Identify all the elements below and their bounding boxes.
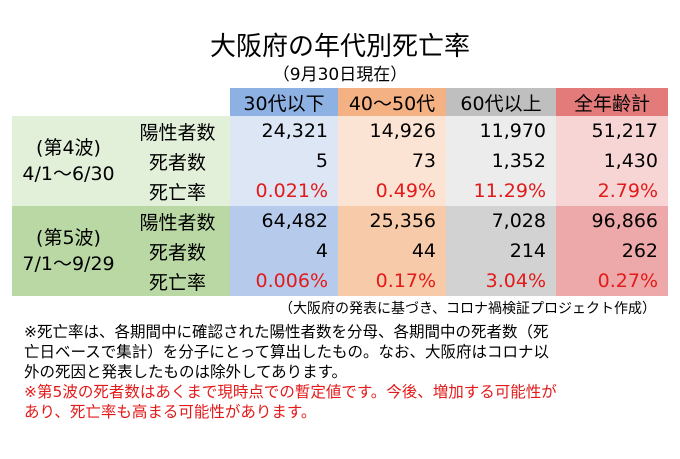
group-label-line: (第5波) xyxy=(36,227,101,249)
row-label: 陽性者数 xyxy=(125,116,230,146)
note-line: あり、死亡率も高まる可能性があります。 xyxy=(24,403,317,421)
column-header: 30代以下 xyxy=(230,88,338,116)
table-cell: 25,356 xyxy=(338,206,446,236)
table-cell: 14,926 xyxy=(338,116,446,146)
table-cell: 0.021% xyxy=(230,176,338,206)
table-cell: 0.27% xyxy=(556,266,668,296)
table-cell: 64,482 xyxy=(230,206,338,236)
group-label-line: (第4波) xyxy=(36,137,101,159)
source-note: （大阪府の発表に基づき、コロナ禍検証プロジェクト作成） xyxy=(278,301,656,317)
row-label: 死亡率 xyxy=(125,266,230,296)
group-label-line: 7/1～9/29 xyxy=(22,253,115,275)
table-cell: 44 xyxy=(338,236,446,266)
table-cell: 5 xyxy=(230,146,338,176)
table-cell: 96,866 xyxy=(556,206,668,236)
column-header: 40～50代 xyxy=(338,88,446,116)
note-line: 亡日ベースで集計）を分子にとって算出したもの。なお、大阪府はコロナ以 xyxy=(24,343,549,361)
table-cell: 4 xyxy=(230,236,338,266)
group-label: (第5波) 7/1～9/29 xyxy=(12,206,125,296)
table-cell: 0.006% xyxy=(230,266,338,296)
note-line: ※第5波の死者数はあくまで現時点での暫定値です。今後、増加する可能性が xyxy=(24,383,557,401)
table-cell: 214 xyxy=(446,236,556,266)
row-label: 陽性者数 xyxy=(125,206,230,236)
table-cell: 0.49% xyxy=(338,176,446,206)
table-cell: 11.29% xyxy=(446,176,556,206)
group-label: (第4波) 4/1～6/30 xyxy=(12,116,125,206)
row-label: 死亡率 xyxy=(125,176,230,206)
group-label-line: 4/1～6/30 xyxy=(22,163,115,185)
note-line: 外の死因と発表したものは除外してあります。 xyxy=(24,363,348,381)
table-cell: 73 xyxy=(338,146,446,176)
title: 大阪府の年代別死亡率 xyxy=(209,32,470,62)
note-line: ※死亡率は、各期間中に確認された陽性者数を分母、各期間中の死者数（死 xyxy=(24,323,549,341)
table-cell: 0.17% xyxy=(338,266,446,296)
table-cell: 262 xyxy=(556,236,668,266)
column-header: 60代以上 xyxy=(446,88,556,116)
table-cell: 1,352 xyxy=(446,146,556,176)
table-cell: 51,217 xyxy=(556,116,668,146)
subtitle: （9月30日現在） xyxy=(272,65,408,85)
row-label: 死者数 xyxy=(125,236,230,266)
table-cell: 24,321 xyxy=(230,116,338,146)
table-cell: 3.04% xyxy=(446,266,556,296)
table-cell: 7,028 xyxy=(446,206,556,236)
table-cell: 11,970 xyxy=(446,116,556,146)
table-cell: 1,430 xyxy=(556,146,668,176)
row-label: 死者数 xyxy=(125,146,230,176)
column-header: 全年齢計 xyxy=(556,88,668,116)
table-cell: 2.79% xyxy=(556,176,668,206)
